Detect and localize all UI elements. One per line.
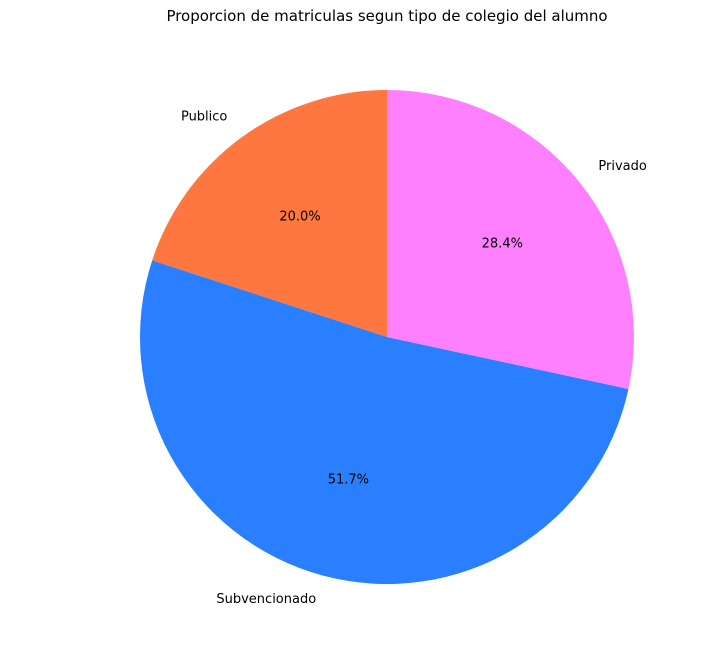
pie-slice-subvencionado	[139, 260, 629, 585]
slice-label-publico: Publico	[181, 110, 227, 125]
slice-label-privado: Privado	[598, 159, 646, 174]
pie-slice-privado	[387, 90, 635, 389]
chart-title: Proporcion de matriculas segun tipo de c…	[166, 7, 607, 25]
pie-slice-publico	[152, 90, 387, 337]
pct-label-privado: 28.4%	[482, 236, 523, 251]
pct-label-publico: 20.0%	[279, 210, 320, 225]
slice-label-subvencionado: Subvencionado	[216, 592, 316, 607]
pie-labels: Publico 20.0% Subvencionado 51.7% Privado 28.…	[181, 110, 647, 607]
pie-slices	[139, 90, 635, 585]
pct-label-subvencionado: 51.7%	[328, 473, 369, 488]
